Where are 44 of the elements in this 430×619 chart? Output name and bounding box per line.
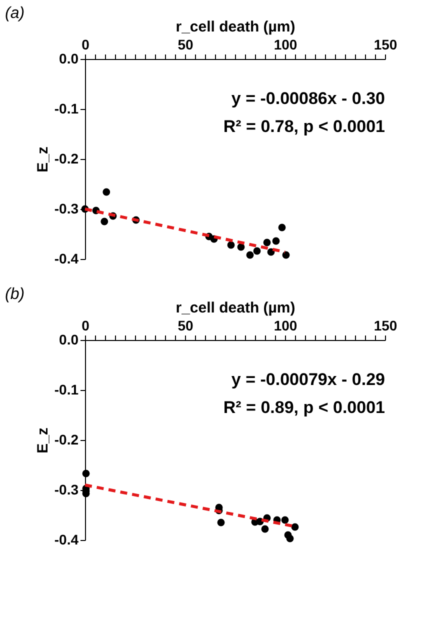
point bbox=[263, 238, 271, 246]
point bbox=[291, 523, 299, 531]
y-tick-label: -0.1 bbox=[54, 382, 79, 398]
point bbox=[237, 243, 245, 251]
point bbox=[281, 516, 289, 524]
point bbox=[278, 224, 286, 232]
point bbox=[253, 247, 261, 255]
point bbox=[100, 218, 108, 226]
y-tick-label: -0.2 bbox=[54, 432, 79, 448]
y-tick-label: -0.1 bbox=[54, 100, 79, 116]
x-tick-label: 0 bbox=[82, 318, 90, 334]
x-axis-title: r_cell death (µm) bbox=[176, 18, 296, 36]
y-tick-label: 0.0 bbox=[59, 332, 79, 348]
x-tick-label: 50 bbox=[178, 36, 194, 52]
point bbox=[246, 251, 254, 259]
point bbox=[102, 188, 110, 196]
point bbox=[227, 241, 235, 249]
y-tick-label: -0.3 bbox=[54, 200, 79, 216]
y-tick-label: -0.4 bbox=[54, 250, 79, 266]
annotation: R² = 0.89, p < 0.0001 bbox=[223, 398, 385, 417]
point bbox=[217, 518, 225, 526]
x-tick-label: 0 bbox=[82, 36, 90, 52]
point bbox=[261, 525, 269, 533]
x-axis-title: r_cell death (µm) bbox=[176, 300, 296, 316]
point bbox=[282, 251, 290, 259]
annotation: R² = 0.78, p < 0.0001 bbox=[223, 117, 385, 136]
y-axis-title: E_z bbox=[34, 146, 52, 172]
point bbox=[82, 470, 90, 478]
x-tick-label: 100 bbox=[274, 36, 298, 52]
point bbox=[272, 237, 280, 245]
x-tick-label: 100 bbox=[274, 318, 298, 334]
chart-title: (b) bbox=[5, 286, 25, 303]
y-tick-label: -0.4 bbox=[54, 532, 79, 548]
annotation: y = -0.00079x - 0.29 bbox=[231, 370, 385, 389]
y-axis-title: E_z bbox=[34, 428, 52, 454]
annotation: y = -0.00086x - 0.30 bbox=[231, 89, 385, 108]
point bbox=[286, 534, 294, 542]
x-tick-label: 150 bbox=[374, 36, 398, 52]
y-tick-label: -0.3 bbox=[54, 482, 79, 498]
y-tick-label: -0.2 bbox=[54, 150, 79, 166]
x-tick-label: 150 bbox=[374, 318, 398, 334]
x-tick-label: 50 bbox=[178, 318, 194, 334]
chart-title: (a) bbox=[5, 5, 25, 22]
y-tick-label: 0.0 bbox=[59, 50, 79, 66]
